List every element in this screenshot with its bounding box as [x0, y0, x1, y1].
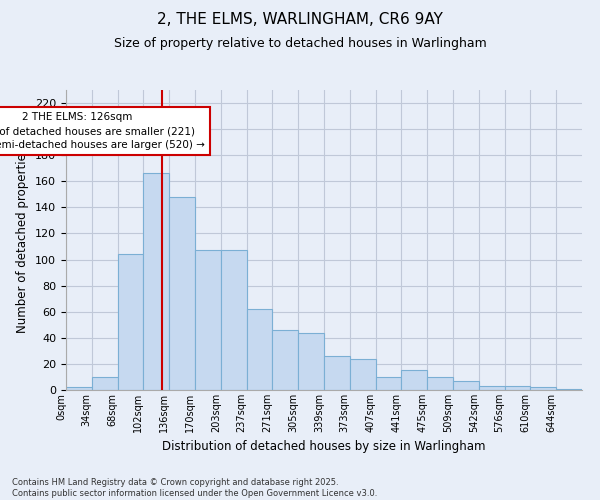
Bar [350, 358, 376, 390]
Bar [401, 370, 427, 390]
Bar [247, 309, 272, 390]
Text: Size of property relative to detached houses in Warlingham: Size of property relative to detached ho… [113, 38, 487, 51]
Bar [272, 330, 298, 390]
X-axis label: Distribution of detached houses by size in Warlingham: Distribution of detached houses by size … [162, 440, 486, 454]
Bar [298, 332, 324, 390]
Text: Contains HM Land Registry data © Crown copyright and database right 2025.
Contai: Contains HM Land Registry data © Crown c… [12, 478, 377, 498]
Bar [376, 377, 401, 390]
Bar [479, 386, 505, 390]
Text: 2, THE ELMS, WARLINGHAM, CR6 9AY: 2, THE ELMS, WARLINGHAM, CR6 9AY [157, 12, 443, 28]
Bar [505, 386, 530, 390]
Bar [556, 388, 582, 390]
Bar [530, 388, 556, 390]
Bar [221, 250, 247, 390]
Bar [143, 174, 169, 390]
Bar [453, 381, 479, 390]
Bar [118, 254, 143, 390]
Bar [92, 377, 118, 390]
Bar [324, 356, 350, 390]
Bar [66, 388, 92, 390]
Bar [195, 250, 221, 390]
Bar [169, 197, 195, 390]
Text: 2 THE ELMS: 126sqm
← 30% of detached houses are smaller (221)
70% of semi-detach: 2 THE ELMS: 126sqm ← 30% of detached hou… [0, 112, 205, 150]
Bar [427, 377, 453, 390]
Y-axis label: Number of detached properties: Number of detached properties [16, 147, 29, 333]
